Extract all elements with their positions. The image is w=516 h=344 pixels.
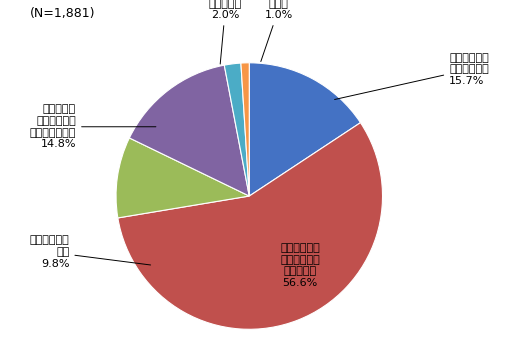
- Text: 外部委託して
いる
9.8%: 外部委託して いる 9.8%: [29, 235, 151, 269]
- Wedge shape: [116, 138, 249, 218]
- Wedge shape: [241, 63, 249, 196]
- Text: 組織的には
行っていない
（各自の対応）
14.8%: 組織的には 行っていない （各自の対応） 14.8%: [30, 104, 156, 149]
- Wedge shape: [224, 63, 249, 196]
- Wedge shape: [118, 123, 382, 329]
- Text: わからない
2.0%: わからない 2.0%: [209, 0, 242, 64]
- Wedge shape: [249, 63, 361, 196]
- Text: 兼務だが担当
責任者が任命
されている
56.6%: 兼務だが担当 責任者が任命 されている 56.6%: [280, 243, 320, 288]
- Text: 無回答
1.0%: 無回答 1.0%: [261, 0, 293, 62]
- Wedge shape: [130, 65, 249, 196]
- Text: (N=1,881): (N=1,881): [29, 7, 95, 20]
- Text: 専門部署（担
当者）がある
15.7%: 専門部署（担 当者）がある 15.7%: [334, 53, 489, 99]
